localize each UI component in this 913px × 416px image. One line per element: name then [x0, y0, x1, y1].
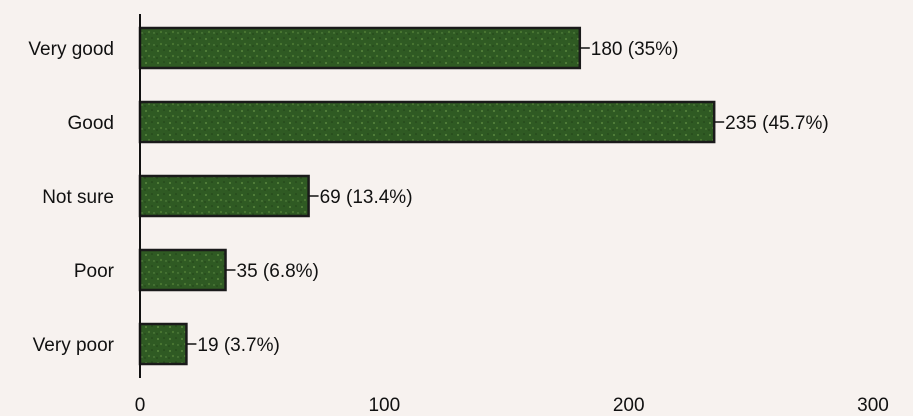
x-axis-ticks: 0 100 200 300	[135, 395, 889, 416]
data-label-1: 235 (45.7%)	[725, 113, 829, 134]
bars-group	[138, 26, 716, 366]
data-label-0: 180 (35%)	[591, 39, 679, 60]
data-label-4: 19 (3.7%)	[197, 335, 279, 356]
bar-2	[138, 174, 310, 218]
bar-1	[138, 100, 716, 144]
x-tick-label-3: 300	[857, 395, 889, 416]
category-label-4: Very poor	[33, 335, 115, 356]
category-label-1: Good	[68, 113, 114, 134]
x-tick-label-0: 0	[135, 395, 146, 416]
category-label-0: Very good	[28, 39, 114, 60]
data-labels: 180 (35%) 235 (45.7%) 69 (13.4%) 35 (6.8%) 1…	[186, 39, 829, 356]
bar-0	[138, 26, 582, 70]
x-tick-label-1: 100	[368, 395, 400, 416]
x-tick-label-2: 200	[613, 395, 645, 416]
bar-3	[138, 248, 227, 292]
data-label-3: 35 (6.8%)	[237, 261, 319, 282]
data-label-2: 69 (13.4%)	[320, 187, 413, 208]
category-label-3: Poor	[74, 261, 115, 282]
bar-4	[138, 322, 188, 366]
category-label-2: Not sure	[42, 187, 114, 208]
category-labels: Very good Good Not sure Poor Very poor	[28, 39, 114, 356]
